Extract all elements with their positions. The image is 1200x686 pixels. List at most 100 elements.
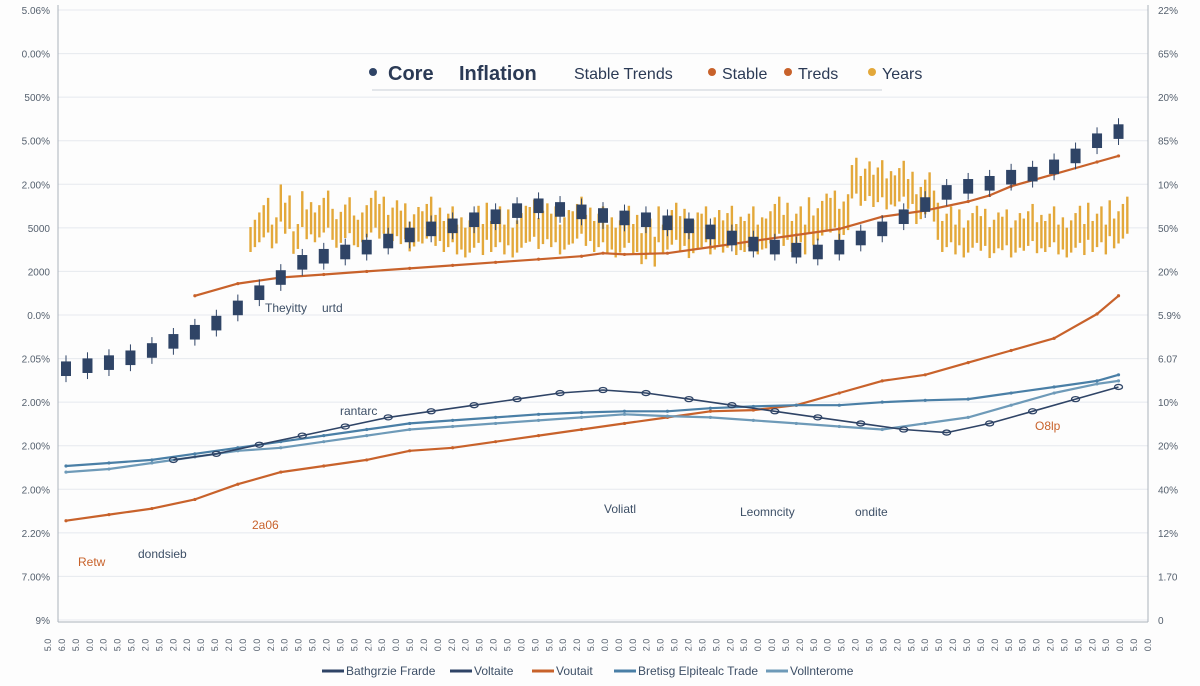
series-point: [365, 434, 369, 438]
chart-title: Core: [388, 63, 434, 85]
y-left-tick-label: 2.00%: [22, 485, 50, 496]
series-point: [880, 427, 884, 432]
x-tick-label: 2.0: [99, 639, 109, 652]
years-bar: [992, 219, 996, 254]
series-point: [193, 294, 197, 298]
years-bar: [966, 220, 970, 253]
years-bar: [730, 205, 734, 243]
years-bar: [1022, 218, 1025, 251]
years-bar: [335, 219, 338, 248]
chain-point: [899, 426, 909, 433]
years-bar: [640, 233, 643, 265]
x-tick-label: 5.0: [1018, 639, 1028, 652]
years-bar: [786, 202, 789, 240]
years-bar: [262, 205, 265, 238]
x-tick-label: 0.0: [1143, 639, 1153, 652]
years-bar: [816, 208, 819, 241]
years-bar: [266, 197, 270, 233]
years-bar: [906, 179, 910, 209]
candle-body: [103, 355, 114, 370]
candle-body: [275, 270, 286, 285]
series-point: [880, 400, 884, 404]
years-bar: [1031, 203, 1034, 242]
x-tick-label: 5.0: [962, 639, 972, 652]
years-bar: [700, 213, 703, 248]
series-point: [64, 464, 68, 468]
series-point: [279, 470, 283, 474]
years-bar: [889, 171, 893, 205]
years-bar: [692, 219, 695, 254]
years-bar: [1018, 213, 1022, 248]
x-tick-label: 2.0: [1087, 639, 1097, 652]
years-bar: [313, 212, 317, 243]
years-bar: [1009, 227, 1013, 258]
chain-point: [426, 408, 436, 415]
chain-point: [984, 420, 995, 427]
y-right-tick-label: 0: [1158, 616, 1164, 627]
years-bar: [507, 209, 510, 246]
years-bar: [490, 220, 493, 252]
years-bar: [425, 203, 428, 239]
series-point: [408, 427, 412, 432]
years-bar: [270, 224, 274, 249]
x-tick-label: 2.0: [725, 639, 735, 652]
years-bar: [954, 224, 957, 255]
x-tick-label: 2.0: [990, 639, 1000, 652]
years-bar: [760, 217, 764, 250]
years-bar: [567, 210, 571, 245]
series-point: [365, 427, 369, 432]
x-tick-label: 0.0: [85, 639, 95, 652]
candle-body: [834, 239, 845, 255]
series-point: [751, 404, 755, 409]
x-tick-label: 5.0: [71, 639, 81, 652]
x-tick-label: 2.0: [489, 639, 499, 652]
series-point: [794, 233, 798, 237]
x-tick-label: 5.0: [154, 639, 164, 652]
series-point: [365, 269, 369, 274]
years-bar: [253, 219, 257, 248]
candle-body: [1006, 169, 1017, 185]
series-point: [193, 452, 197, 456]
candle-body: [576, 204, 587, 220]
years-bar: [984, 208, 987, 246]
years-bar: [369, 197, 373, 233]
legend-top-label: Treds: [798, 66, 838, 83]
x-tick-label: 5.0: [502, 639, 512, 652]
x-tick-label: 2.0: [168, 639, 178, 652]
candle-body: [340, 244, 351, 260]
years-bar: [644, 225, 648, 260]
x-tick-label: 5.0: [865, 639, 875, 652]
years-bar: [881, 160, 884, 198]
y-right-tick-label: 1.70: [1158, 572, 1178, 583]
x-tick-label: 5.0: [196, 639, 206, 652]
years-bar: [481, 224, 485, 256]
x-tick-label: 2.0: [684, 639, 694, 652]
years-bar: [885, 178, 888, 210]
x-tick-label: 0.0: [614, 639, 624, 652]
legend-bottom: Bathgrzie Frarde Voltaite Voutait Bretisg E…: [322, 664, 854, 678]
years-bar: [258, 212, 261, 243]
candle-body: [383, 233, 394, 249]
candle-body: [168, 334, 179, 349]
candle-body: [662, 215, 673, 231]
years-bar: [550, 213, 553, 248]
years-bar: [1112, 218, 1116, 249]
years-bar: [284, 202, 287, 234]
y-left-tick-label: 7.00%: [22, 572, 50, 583]
series-point: [622, 409, 627, 413]
series-line-4: [65, 373, 1119, 468]
series-line-6: [173, 386, 1119, 461]
annotations: Theyitty urtd rantarc 2a06 dondsieb Retw…: [78, 301, 1061, 569]
years-bar: [1057, 224, 1060, 255]
years-bar: [546, 203, 549, 240]
series-point: [107, 461, 111, 465]
years-bar: [563, 217, 566, 250]
candle-body: [146, 343, 157, 358]
years-bar: [554, 206, 557, 243]
chart-subtitle: Stable Trends: [574, 66, 673, 83]
y-left-tick-label: 0.00%: [22, 50, 50, 61]
y-right-tick-label: 40%: [1158, 485, 1178, 496]
series-point: [665, 409, 670, 413]
series-point: [536, 412, 541, 416]
